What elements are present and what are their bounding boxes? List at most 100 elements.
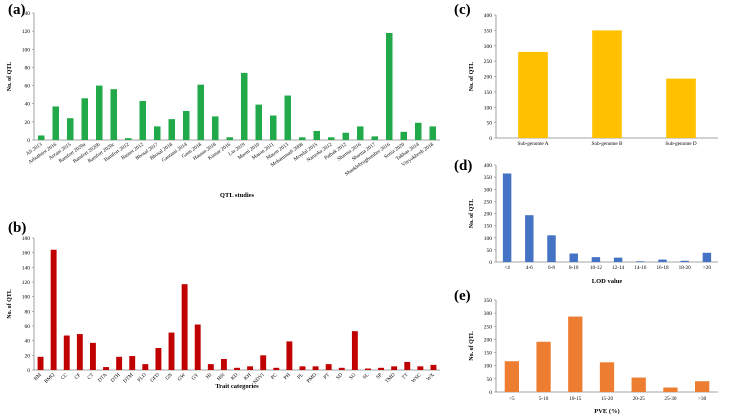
chart-b-category-label: SG [348,372,357,381]
chart-b-category-label: GW [177,372,187,382]
chart-c-y-tick-label: 200 [484,75,493,81]
chart-d-category-label: 18-20 [679,265,692,271]
chart-b-category-label: WSC [411,372,424,385]
chart-e-bar [695,381,710,392]
chart-c-y-tick-label: 0 [489,136,492,142]
chart-b-category-label: CF [74,372,83,381]
chart-b-ylabel: No. of QTL [7,289,13,319]
chart-e-y-tick-label: 250 [484,324,493,330]
chart-d-bar [613,257,623,262]
chart-d-category-label: 6-8 [548,265,555,271]
chart-b-category-label: TMD [384,372,397,385]
chart-b-category-label: DTM [122,372,135,385]
chart-a-bar [313,130,321,140]
chart-d-y-tick-label: 350 [484,175,493,181]
chart-d-category-label: 12-14 [612,265,625,271]
chart-b-category-label: CT [86,372,96,382]
chart-b-y-tick-label: 100 [22,295,31,301]
chart-a-y-tick-label: 100 [22,47,31,53]
chart-b-bar [76,334,83,370]
chart-b-y-tick-label: 60 [25,324,31,330]
chart-c-category-label: Sub-genome A [518,141,549,147]
chart-e-y-tick-label: 0 [489,390,492,396]
chart-d-bar [680,260,689,262]
chart-a-bar [153,126,161,140]
chart-a-bar [356,126,364,140]
chart-d-category-label: 14-16 [634,265,647,271]
chart-a-bar [414,122,422,140]
panel-label-e: (e) [454,288,471,304]
chart-a-bar [211,116,219,140]
chart-b-bar [37,356,44,370]
panel-label-b: (b) [8,220,27,236]
chart-c-category-label: Sub-genome D [665,141,697,147]
chart-d-bar [525,215,534,262]
chart-a-y-tick-label: 80 [25,65,31,71]
chart-e-y-tick-label: 100 [484,364,493,370]
chart-c-ylabel: No. of QTL [469,62,475,92]
chart-e-bar [568,316,583,392]
chart-a-y-tick-label: 60 [25,84,31,90]
chart-a-bar [255,104,263,140]
chart-d-bar [591,257,601,262]
chart-b-y-tick-label: 160 [22,251,31,257]
chart-a-bar [110,89,118,140]
chart-d-category-label: 8-10 [569,265,579,271]
chart-b-bar [103,367,109,370]
chart-a-bar [284,95,292,140]
chart-b-category-label: CC [60,372,70,382]
chart-c-bar [592,30,622,138]
chart-a-y-tick-label: 20 [25,120,31,126]
chart-e-y-tick-label: 300 [484,311,493,317]
chart-a-bar [182,110,190,140]
chart-c-y-tick-label: 50 [487,121,493,127]
chart-b-bar [404,361,411,370]
chart-d-bar [547,235,556,262]
chart-b-bar [286,341,293,370]
chart-b-category-label: PC [270,372,279,381]
chart-a-bar [429,126,437,140]
chart-b-bar [142,364,149,370]
chart-b-bar [378,367,385,370]
chart-b-category-label: PT [323,372,332,381]
chart-a-bar [342,132,350,140]
chart-c-bar [518,51,548,138]
chart-b-bar [63,335,70,370]
chart-d-y-tick-label: 400 [484,163,493,169]
chart-b-category-label: SP [375,372,383,380]
chart-b-bar [312,366,319,370]
chart-b-category-label: WX [426,372,437,383]
chart-a-y-tick-label: 0 [27,138,30,144]
chart-d-xlabel: LOD value [592,278,623,285]
chart-b-y-tick-label: 180 [22,236,31,242]
chart-a-xlabel: QTL studies [220,192,255,199]
chart-b-bar [247,366,254,370]
chart-b-category-label: TT [401,372,410,381]
chart-e-ylabel: No. of QTL [469,331,475,361]
chart-a-bar [371,136,379,140]
chart-e-category-label: >30 [698,396,707,402]
chart-b-bar [207,364,214,370]
chart-a-bar [124,138,132,140]
chart-b-bar [351,331,358,370]
chart-e-bar [631,377,646,392]
chart-b-bar [194,324,201,370]
chart-b-y-tick-label: 80 [25,309,31,315]
chart-b-bar [365,368,371,370]
chart-e-bar [536,341,551,392]
chart-a-y-tick-label: 120 [22,29,31,35]
chart-d-y-tick-label: 50 [487,248,493,254]
chart-b-xlabel: Trait categories [215,383,259,390]
chart-b-bar [116,356,123,370]
chart-a-bar [168,119,176,140]
chart-b-category-label: DTH [110,372,122,384]
chart-b-category-label: GY [191,372,201,382]
chart-b-bar [234,367,240,370]
chart-d-bar [502,173,512,262]
chart-c-y-tick-label: 150 [484,90,493,96]
chart-d-y-tick-label: 250 [484,199,493,205]
chart-a-bar [400,131,408,140]
chart-a-bar [269,115,277,140]
